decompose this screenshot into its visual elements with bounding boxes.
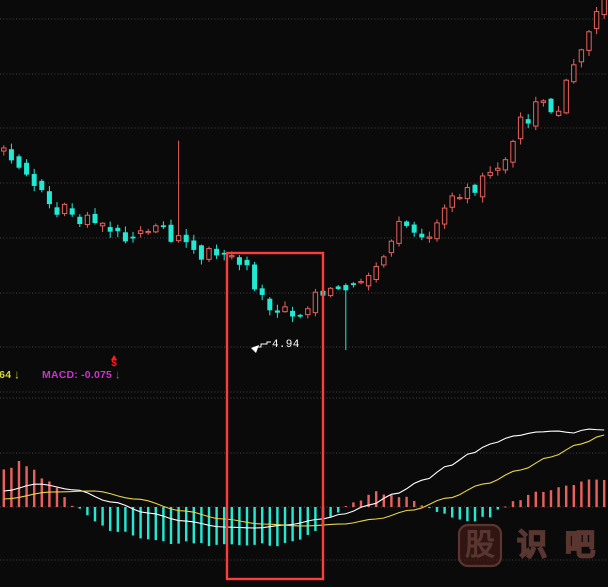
svg-text:吧: 吧 bbox=[565, 529, 595, 562]
svg-text:4.94: 4.94 bbox=[272, 339, 300, 351]
svg-text:股: 股 bbox=[465, 529, 495, 562]
svg-text:识: 识 bbox=[517, 529, 547, 562]
